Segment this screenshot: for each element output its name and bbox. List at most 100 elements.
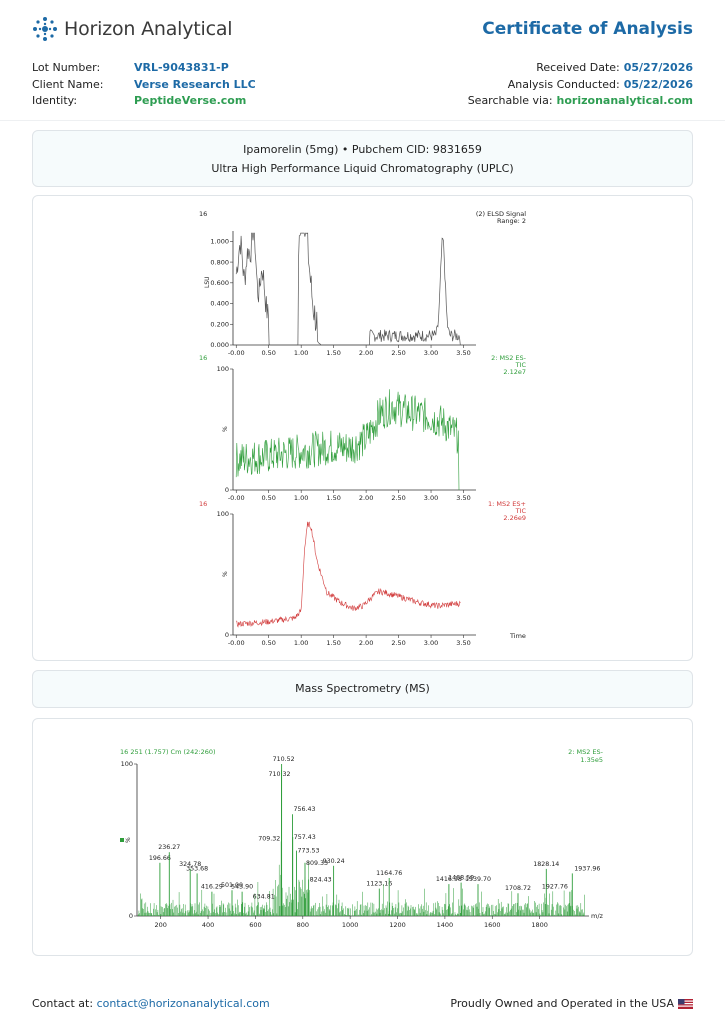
ms-x-label: m/z xyxy=(591,912,604,920)
lot-number-value: VRL-9043831-P xyxy=(134,61,229,74)
x-tick-label: 3.50 xyxy=(456,494,470,502)
x-tick-label: 1.00 xyxy=(294,639,308,647)
x-tick-label: 0.50 xyxy=(261,639,275,647)
brand-logo: Horizon Analytical xyxy=(32,16,233,42)
analysis-conducted-row: Analysis Conducted: 05/22/2026 xyxy=(468,77,693,94)
ms-peak-label: 196.66 xyxy=(149,855,171,862)
x-tick-label: 2.50 xyxy=(391,349,405,357)
identity-row: Identity: PeptideVerse.com xyxy=(32,93,256,110)
analysis-conducted-value: 05/22/2026 xyxy=(623,77,693,91)
pos-tic-line xyxy=(236,521,461,628)
elsd-header-label: (2) ELSD Signal xyxy=(476,210,526,218)
ms-corner-label: 16 251 (1.757) Cm (242:260) xyxy=(120,748,216,756)
ms-scale-label: 1.35e5 xyxy=(580,756,603,764)
x-tick-label: 3.50 xyxy=(456,349,470,357)
ms-noise-peaks xyxy=(137,861,585,916)
x-tick-label: 3.50 xyxy=(456,639,470,647)
ms-peak-label: 709.32 xyxy=(258,836,280,843)
elsd-y-label: LSU xyxy=(204,276,211,288)
x-tick-label: 1.50 xyxy=(326,349,340,357)
neg-tic-line xyxy=(235,389,460,491)
lot-number-row: Lot Number: VRL-9043831-P xyxy=(32,60,256,77)
ms-x-tick-label: 1800 xyxy=(531,921,548,929)
neg-scale-label: 2.12e7 xyxy=(503,368,526,376)
x-tick-label: 0.50 xyxy=(261,494,275,502)
molecule-logo-icon xyxy=(33,17,57,41)
elsd-corner-label: 16 xyxy=(199,210,207,218)
searchable-via-link[interactable]: horizonanalytical.com xyxy=(556,94,693,107)
pos-y-label: % xyxy=(222,571,229,577)
x-tick-label: -0.00 xyxy=(228,349,245,357)
analysis-conducted-label: Analysis Conducted: xyxy=(507,77,620,91)
uplc-chromatogram-panel: 16 (2) ELSD Signal Range: 2 LSU 0.000 0.200 0.… xyxy=(32,195,693,661)
ms-x-tick-label: 200 xyxy=(154,921,166,929)
ms-x-tick-label: 1000 xyxy=(342,921,359,929)
received-date-label: Received Date: xyxy=(536,61,620,74)
mass-spectrum-panel: 16 251 (1.757) Cm (242:260) 2: MS2 ES- 1.3… xyxy=(32,718,693,956)
ms-peak-label: 1708.72 xyxy=(505,885,531,892)
ms-y-label: % xyxy=(125,837,132,843)
received-date-value: 05/27/2026 xyxy=(623,61,693,74)
ms-peak-label: 236.27 xyxy=(158,844,180,851)
y-tick-label: 0 xyxy=(225,631,229,639)
x-tick-label: -0.00 xyxy=(228,639,245,647)
mass-spectrum: 16 251 (1.757) Cm (242:260) 2: MS2 ES-1.3… xyxy=(120,748,604,929)
ms-peak-label: 1828.14 xyxy=(533,861,559,868)
ms-x-tick-label: 1600 xyxy=(484,921,501,929)
ms-peak-label: 930.24 xyxy=(323,858,345,865)
x-tick-label: 0.50 xyxy=(261,349,275,357)
y-tick-label: 0.000 xyxy=(210,341,229,349)
contact-email-link[interactable]: contact@horizonanalytical.com xyxy=(96,997,270,1010)
x-tick-label: 3.00 xyxy=(424,639,438,647)
neg-sub-label: TIC xyxy=(515,361,527,369)
ms-y-tick-label: 0 xyxy=(129,912,133,920)
ms-peak-label: 824.43 xyxy=(310,877,332,884)
ms-spectrum-plot: 16 251 (1.757) Cm (242:260) 2: MS2 ES-1.3… xyxy=(120,748,604,929)
client-name-value: Verse Research LLC xyxy=(134,77,256,91)
pos-sub-label: TIC xyxy=(515,507,527,515)
ms-x-tick-label: 1400 xyxy=(437,921,454,929)
x-tick-label: 2.50 xyxy=(391,639,405,647)
ms-peak-label: 710.32 xyxy=(268,771,290,778)
lot-number-label: Lot Number: xyxy=(32,61,101,74)
ms-peak-label: 710.52 xyxy=(273,756,295,763)
identity-value: PeptideVerse.com xyxy=(134,94,247,107)
y-tick-label: 0.400 xyxy=(210,300,229,308)
y-tick-label: 100 xyxy=(217,510,229,518)
pos-scale-label: 2.26e9 xyxy=(503,514,526,522)
method-name: Ultra High Performance Liquid Chromatogr… xyxy=(211,162,514,175)
y-tick-label: 0.800 xyxy=(210,258,229,266)
y-tick-label: 0 xyxy=(225,486,229,494)
x-tick-label: 2.00 xyxy=(359,349,373,357)
ms-peak-label: 1927.76 xyxy=(542,884,568,891)
ms-heading: Mass Spectrometry (MS) xyxy=(295,682,430,695)
x-tick-label: 1.50 xyxy=(326,639,340,647)
x-tick-label: 2.00 xyxy=(359,639,373,647)
ms-y-tick-label: 100 xyxy=(121,760,133,768)
elsd-signal-line xyxy=(235,232,461,346)
ms-peak-label: 416.29 xyxy=(201,884,223,891)
ms-x-tick-label: 400 xyxy=(202,921,214,929)
y-tick-label: 0.600 xyxy=(210,279,229,287)
ms-x-tick-label: 600 xyxy=(249,921,261,929)
x-tick-label: 1.00 xyxy=(294,494,308,502)
identity-label: Identity: xyxy=(32,94,78,107)
x-tick-label: -0.00 xyxy=(228,494,245,502)
ms-peak-label: 1468.59 xyxy=(448,875,474,882)
origin-text: Proudly Owned and Operated in the USA xyxy=(450,997,674,1010)
client-name-label: Client Name: xyxy=(32,77,104,91)
ms-header-label: 2: MS2 ES- xyxy=(568,748,604,756)
searchable-via-label: Searchable via: xyxy=(467,94,553,107)
ms-peak-label: 634.81 xyxy=(253,893,275,900)
searchable-via-row: Searchable via: horizonanalytical.com xyxy=(468,93,693,110)
client-name-row: Client Name: Verse Research LLC xyxy=(32,77,256,94)
y-tick-label: 0.200 xyxy=(210,320,229,328)
pos-x-label: Time xyxy=(509,632,526,640)
x-tick-label: 3.00 xyxy=(424,349,438,357)
ms-peak-label: 757.43 xyxy=(294,834,316,841)
ms-x-tick-label: 800 xyxy=(297,921,309,929)
sample-meta-right: Received Date: 05/27/2026 Analysis Conduc… xyxy=(468,60,693,110)
